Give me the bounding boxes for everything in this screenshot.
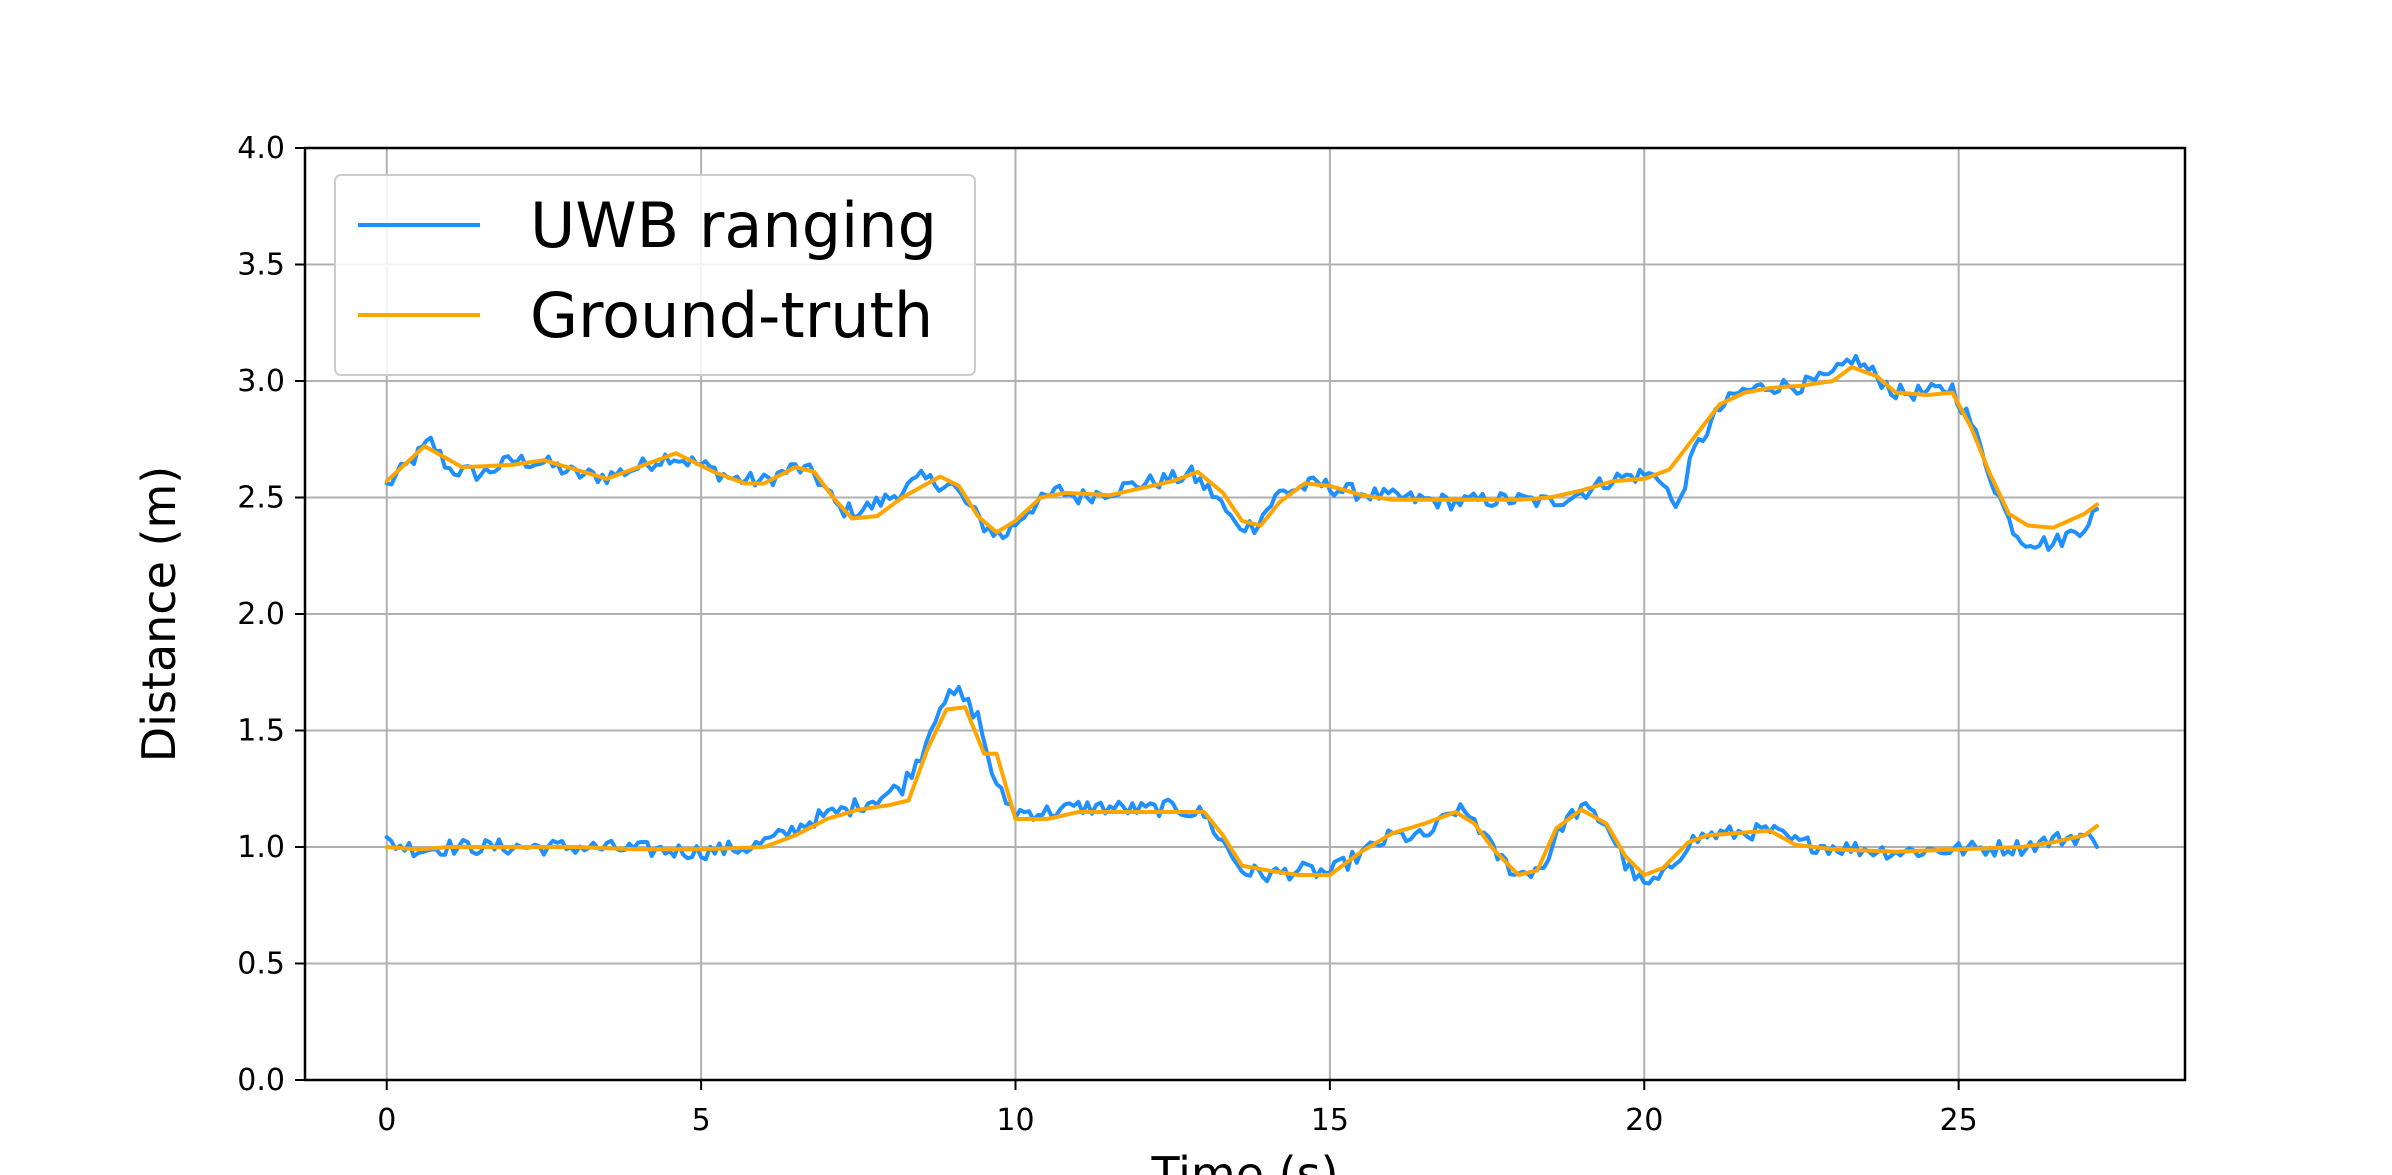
x-tick-label: 10: [996, 1103, 1034, 1138]
legend-label-uwb-ranging: UWB ranging: [530, 189, 937, 262]
series-line-ground-truth: [384, 705, 2099, 877]
series-lines: [384, 354, 2099, 886]
x-tick-label: 25: [1940, 1103, 1978, 1138]
x-tick-label: 5: [692, 1103, 711, 1138]
y-tick-label: 3.0: [237, 364, 285, 399]
y-tick-label: 1.0: [237, 830, 285, 865]
y-tick-label: 2.0: [237, 597, 285, 632]
x-tick-label: 15: [1311, 1103, 1349, 1138]
y-tick-label: 0.0: [237, 1063, 285, 1098]
x-tick-label: 0: [377, 1103, 396, 1138]
y-tick-label: 2.5: [237, 481, 285, 516]
series-line-ground-truth: [384, 365, 2099, 535]
legend: UWB ranging Ground-truth: [334, 174, 976, 376]
legend-box: [334, 174, 976, 376]
series-line-uwb-ranging: [384, 684, 2099, 886]
legend-label-ground-truth: Ground-truth: [530, 279, 933, 352]
y-tick-label: 1.5: [237, 714, 285, 749]
x-axis-label: Time (s): [1150, 1147, 1338, 1175]
y-tick-label: 0.5: [237, 947, 285, 982]
series-line-uwb-ranging: [384, 354, 2099, 552]
y-tick-label: 4.0: [237, 131, 285, 166]
axis-ticks: 0 5 10 15 20 25 0.0 0.5 1.0 1.5 2.0 2.5 3.0 3.5 4.0: [237, 131, 1977, 1138]
x-tick-label: 20: [1625, 1103, 1663, 1138]
y-axis-label: Distance (m): [132, 466, 186, 762]
y-tick-label: 3.5: [237, 248, 285, 283]
